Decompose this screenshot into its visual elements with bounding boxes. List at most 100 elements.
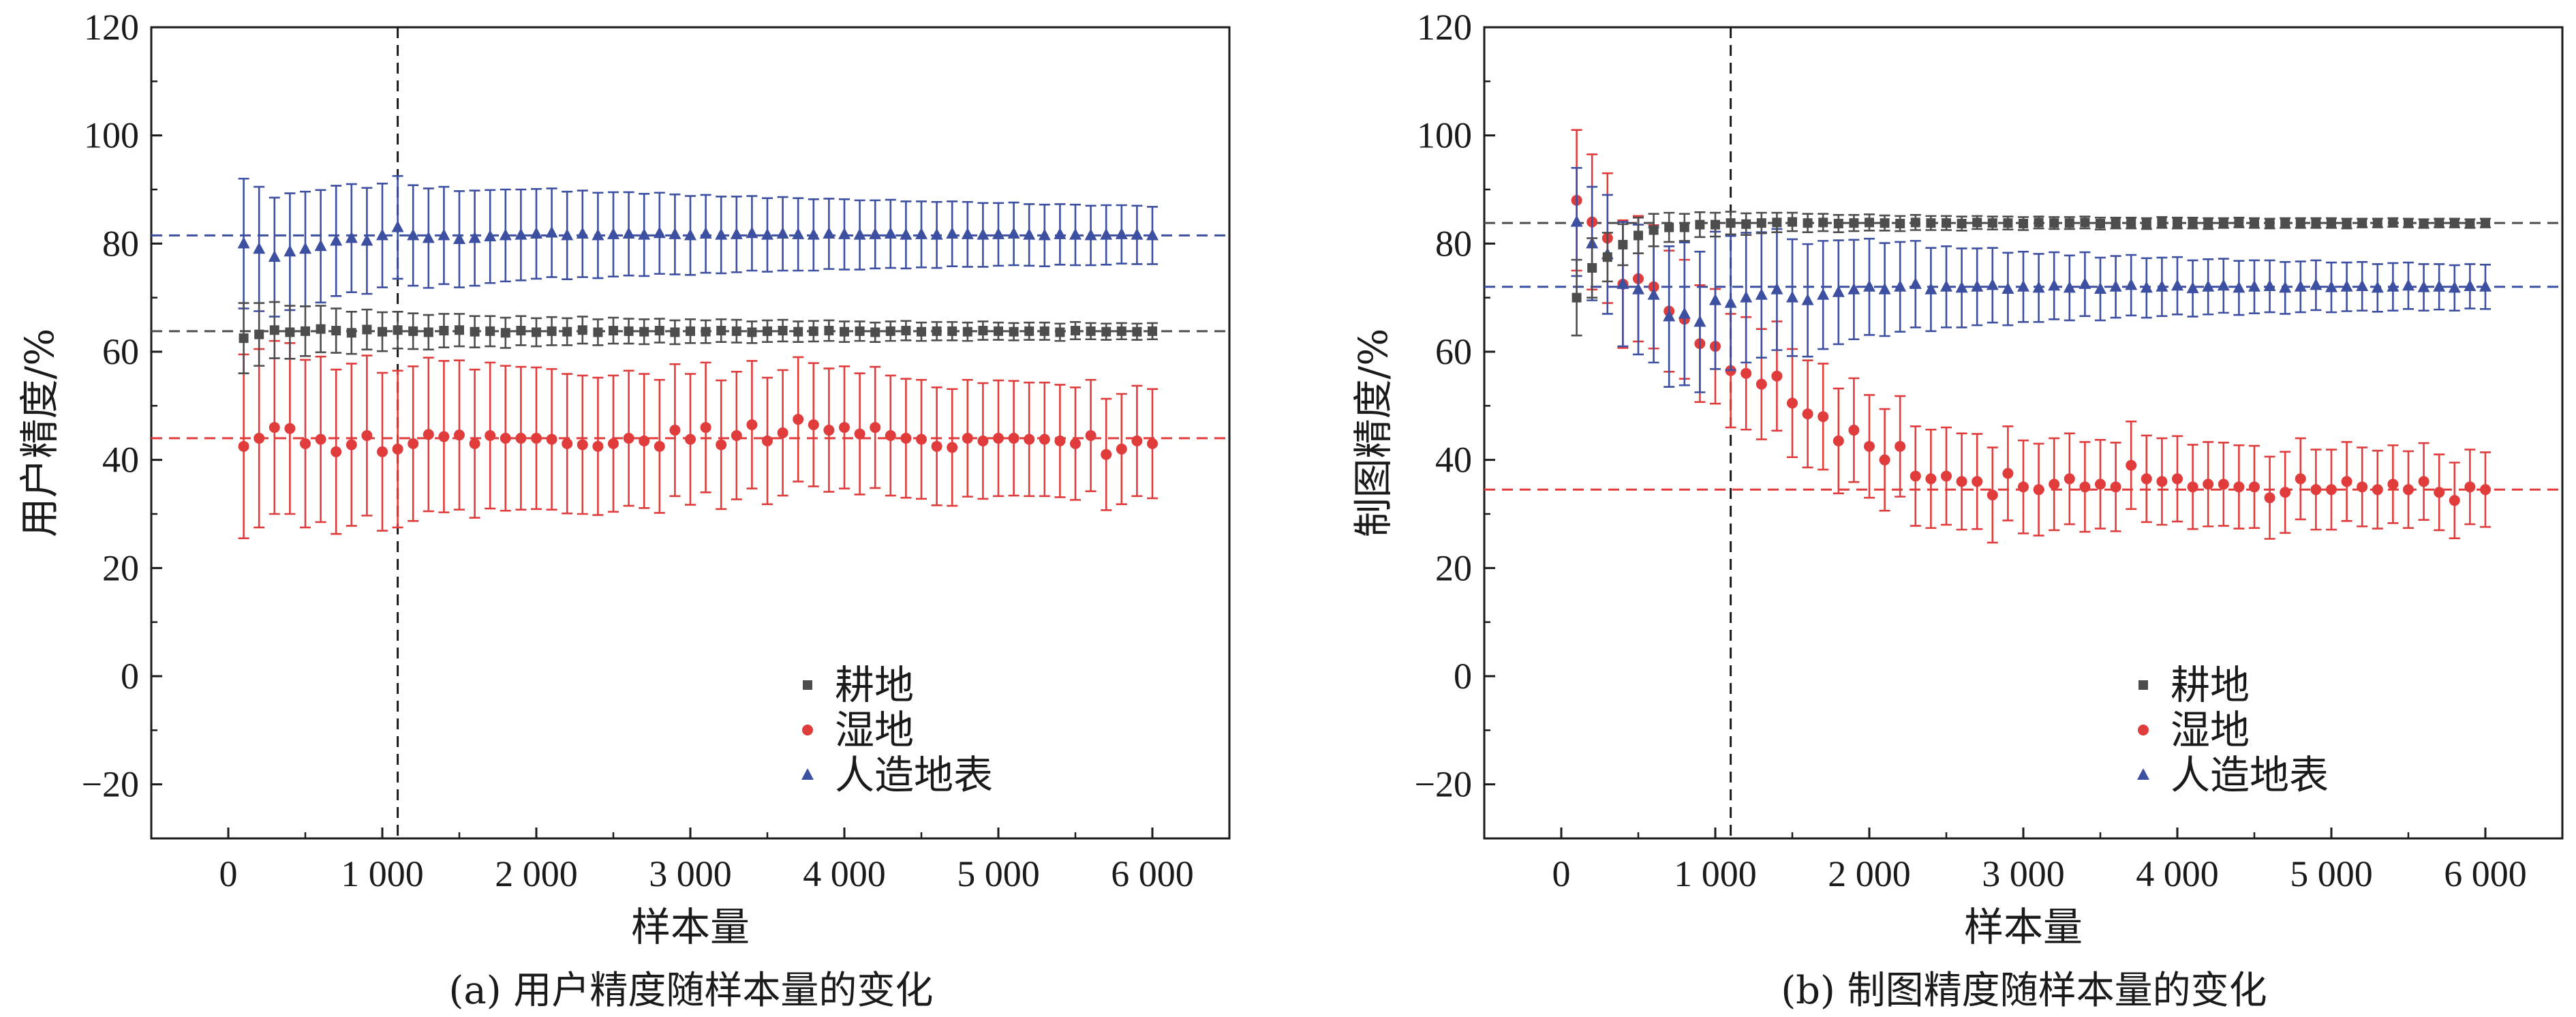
data-point: [2110, 481, 2121, 493]
data-point: [654, 326, 664, 336]
data-point: [978, 326, 988, 336]
data-point: [1664, 222, 1674, 232]
data-point: [2326, 484, 2337, 496]
data-point: [531, 432, 542, 444]
data-point: [500, 432, 511, 444]
data-point: [254, 432, 265, 444]
data-point: [1039, 434, 1050, 445]
data-point: [2419, 218, 2429, 228]
data-point: [1618, 239, 1628, 249]
y-tick-label: 0: [1454, 656, 1472, 697]
legend-marker-square: [803, 680, 812, 690]
data-point: [1910, 470, 1921, 482]
data-point: [1131, 435, 1143, 446]
data-point: [1879, 454, 1890, 466]
data-point: [2464, 481, 2476, 493]
data-point: [2141, 473, 2152, 485]
x-tick-label: 1 000: [341, 853, 424, 894]
data-point: [2404, 218, 2413, 228]
data-point: [2279, 281, 2292, 293]
data-point: [2294, 279, 2307, 292]
data-point: [1942, 218, 1951, 228]
data-point: [701, 327, 711, 337]
data-point: [561, 228, 574, 241]
data-point: [376, 228, 388, 241]
data-point: [639, 327, 649, 337]
data-point: [1679, 222, 1689, 232]
data-point: [577, 325, 587, 335]
data-point: [746, 419, 758, 431]
data-point: [1817, 288, 1830, 300]
data-point: [885, 429, 896, 441]
data-point: [2034, 217, 2044, 228]
data-point: [2265, 218, 2275, 228]
data-point: [1711, 219, 1720, 230]
panel-caption: (b) 制图精度随样本量的变化: [1781, 969, 2267, 1013]
data-point: [331, 326, 341, 336]
data-point: [2002, 282, 2014, 294]
data-point: [839, 422, 850, 434]
data-point: [992, 227, 1005, 239]
data-point: [239, 333, 249, 344]
data-point: [2217, 279, 2230, 291]
y-tick-label: 100: [84, 115, 139, 156]
legend-marker-square: [2138, 680, 2148, 690]
data-point: [1054, 227, 1067, 239]
data-point: [1832, 285, 1845, 297]
data-point: [2327, 218, 2336, 228]
data-point: [2049, 218, 2059, 228]
data-point: [2356, 279, 2369, 292]
data-point: [2064, 218, 2074, 228]
data-point: [1926, 218, 1936, 228]
y-tick-label: 0: [121, 656, 139, 697]
data-point: [1772, 217, 1782, 228]
data-point: [1756, 218, 1766, 228]
data-point: [824, 326, 834, 336]
data-point: [1878, 282, 1891, 294]
data-point: [686, 326, 695, 336]
data-point: [545, 226, 558, 238]
data-point: [577, 439, 588, 451]
series-circle: [1571, 129, 2491, 544]
data-point: [2479, 279, 2491, 292]
data-point: [2157, 217, 2167, 228]
data-point: [622, 227, 635, 239]
data-point: [2048, 279, 2061, 291]
data-point: [237, 237, 250, 249]
data-point: [2188, 218, 2198, 228]
data-point: [1024, 326, 1034, 336]
data-point: [2372, 484, 2383, 496]
y-tick-label: 100: [1417, 115, 1472, 156]
series-layer: [1570, 129, 2491, 544]
data-point: [2310, 278, 2322, 290]
data-point: [2141, 218, 2151, 228]
data-point: [2064, 473, 2075, 485]
data-point: [268, 250, 281, 262]
data-point: [2263, 279, 2276, 292]
legend-label: 耕地: [835, 662, 914, 708]
data-point: [2417, 280, 2430, 292]
data-point: [1663, 309, 1676, 322]
data-point: [2079, 481, 2091, 493]
data-point: [1069, 228, 1082, 240]
legend-label: 人造地表: [2171, 752, 2329, 798]
data-point: [994, 326, 1003, 336]
data-point: [1085, 429, 1097, 441]
data-point: [607, 227, 619, 239]
data-point: [1695, 219, 1705, 230]
data-point: [1071, 326, 1080, 336]
data-point: [2186, 282, 2199, 294]
data-point: [2140, 281, 2153, 293]
data-point: [2340, 279, 2353, 292]
data-point: [2249, 481, 2260, 493]
data-point: [1971, 279, 1984, 292]
data-point: [470, 327, 480, 337]
data-point: [853, 228, 866, 240]
y-tick-label: 120: [84, 7, 139, 48]
data-point: [855, 326, 865, 336]
y-axis-label: 制图精度/%: [1350, 329, 1396, 538]
data-point: [1055, 327, 1065, 337]
x-tick-label: 6 000: [2444, 853, 2527, 894]
data-point: [2448, 281, 2461, 293]
x-tick-label: 2 000: [1828, 853, 1911, 894]
